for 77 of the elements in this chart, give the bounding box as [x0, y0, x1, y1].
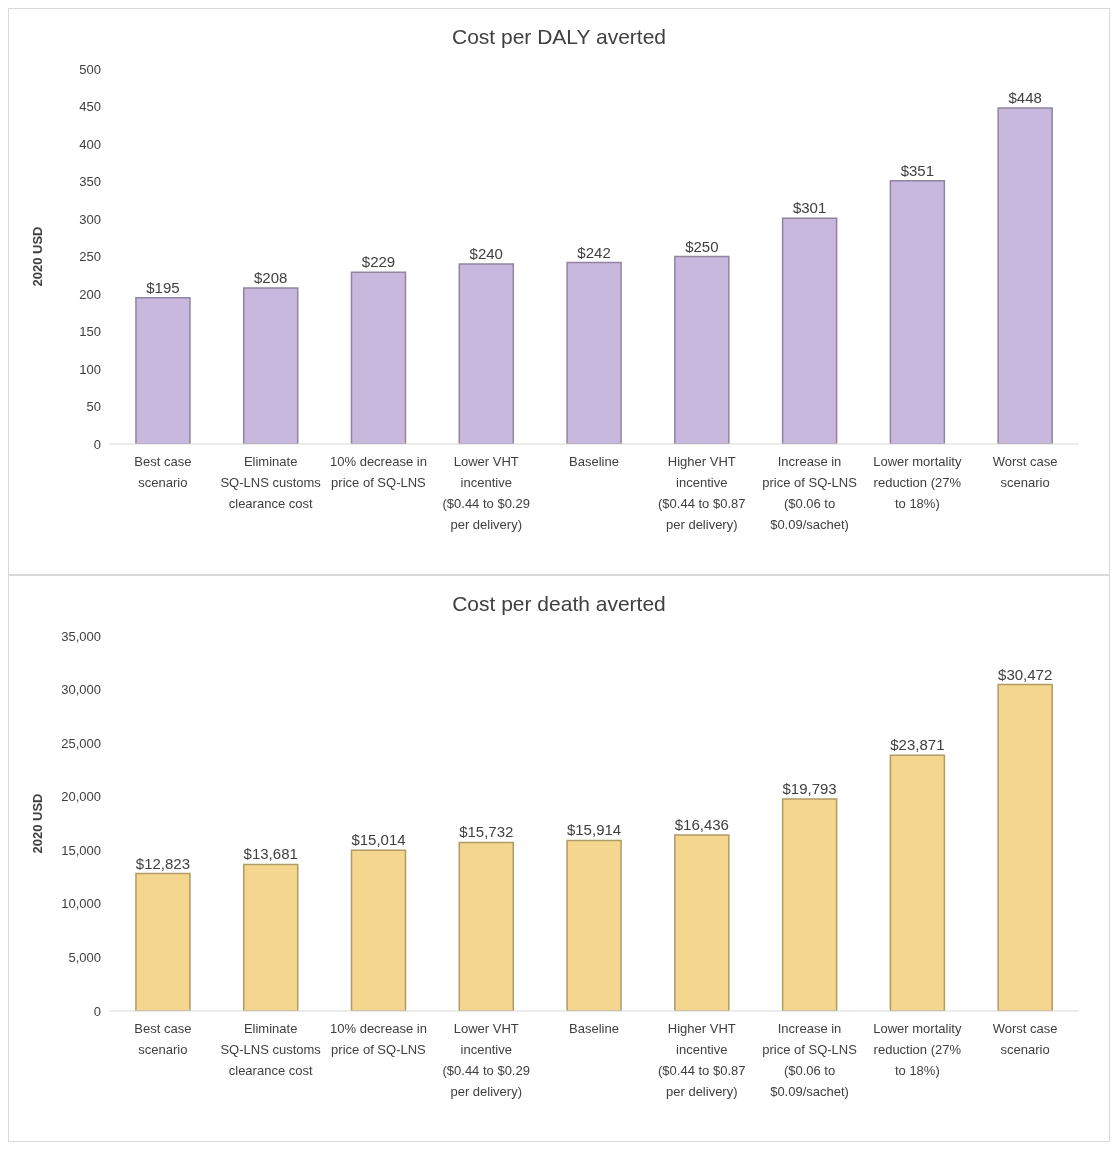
data-label: $250 [685, 237, 719, 255]
data-label: $13,681 [243, 845, 298, 863]
data-label: $240 [469, 245, 503, 262]
bar [566, 839, 622, 1011]
y-tick-label: 0 [93, 1003, 101, 1019]
bar [997, 683, 1053, 1011]
chart-title: Cost per DALY averted [451, 24, 667, 49]
y-tick-label: 25,000 [61, 735, 101, 751]
data-label: $15,732 [459, 823, 514, 841]
bar [350, 849, 407, 1011]
x-tick-label: Baseline [569, 454, 619, 469]
bar [889, 180, 946, 444]
bar [674, 255, 730, 444]
y-axis-title: 2020 USD [29, 793, 45, 854]
data-label: $351 [900, 161, 935, 179]
data-label: $242 [577, 243, 611, 261]
bar [458, 263, 515, 444]
x-tick-label: Eliminate SQ-LNS customs clearance cost [220, 454, 322, 511]
data-label: $448 [1008, 89, 1042, 106]
y-tick-label: 50 [86, 399, 101, 415]
x-tick-label: Worst case scenario [992, 454, 1058, 490]
y-tick-label: 500 [79, 61, 101, 77]
y-tick-label: 5,000 [68, 950, 101, 966]
y-tick-label: 0 [93, 436, 101, 452]
bar [566, 261, 622, 444]
y-tick-label: 15,000 [61, 842, 101, 858]
chart-title: Cost per death averted [451, 591, 667, 616]
data-label: $301 [792, 199, 827, 217]
bar [242, 287, 299, 444]
bar [458, 841, 515, 1011]
x-tick-label: 10% decrease in price of SQ-LNS [330, 1021, 427, 1057]
y-tick-label: 30,000 [61, 682, 101, 698]
bar [781, 798, 838, 1011]
data-label: $16,436 [674, 815, 729, 833]
x-tick-label: Increase in price of SQ-LNS ($0.06 to $0.09/sachet) [762, 1021, 858, 1099]
bar [135, 297, 191, 444]
y-tick-label: 200 [79, 286, 101, 302]
x-tick-label: 10% decrease in price of SQ-LNS [330, 454, 427, 490]
x-tick-label: Increase in price of SQ-LNS ($0.06 to $0.09/sachet) [762, 454, 858, 532]
y-axis-title: 2020 USD [29, 226, 45, 287]
y-tick-label: 350 [79, 174, 101, 190]
x-tick-label: Higher VHT incentive ($0.44 to $0.87 per delivery) [658, 454, 746, 532]
data-label: $208 [254, 269, 288, 286]
y-tick-label: 35,000 [61, 628, 101, 644]
y-tick-label: 150 [79, 324, 101, 340]
x-tick-label: Worst case scenario [992, 1021, 1058, 1057]
data-label: $23,871 [890, 736, 945, 754]
y-tick-label: 20,000 [61, 789, 101, 805]
y-tick-label: 10,000 [61, 896, 101, 912]
y-tick-label: 300 [79, 211, 101, 227]
bar [889, 754, 946, 1011]
x-tick-label: Baseline [569, 1021, 619, 1036]
x-tick-label: Lower mortality reduction (27% to 18%) [873, 454, 962, 511]
bar [781, 217, 838, 444]
x-tick-label: Best case scenario [134, 1021, 192, 1057]
y-tick-label: 100 [79, 361, 101, 377]
x-tick-label: Lower VHT incentive ($0.44 to $0.29 per delivery) [442, 1021, 530, 1099]
data-label: $30,472 [998, 665, 1053, 683]
x-tick-label: Best case scenario [134, 454, 192, 490]
data-label: $15,914 [566, 821, 622, 839]
data-label: $15,014 [351, 831, 406, 849]
bar [674, 834, 730, 1011]
y-tick-label: 400 [79, 136, 101, 152]
x-tick-label: Lower VHT incentive ($0.44 to $0.29 per delivery) [442, 454, 530, 532]
data-label: $12,823 [135, 854, 191, 872]
data-label: $229 [361, 253, 396, 271]
bar [997, 107, 1053, 444]
y-tick-label: 250 [79, 249, 101, 265]
bar [350, 271, 407, 444]
y-tick-label: 450 [79, 99, 101, 115]
bar [242, 863, 299, 1011]
data-label: $19,793 [782, 779, 837, 797]
x-tick-label: Eliminate SQ-LNS customs clearance cost [220, 1021, 322, 1078]
data-label: $195 [146, 278, 180, 296]
x-tick-label: Lower mortality reduction (27% to 18%) [873, 1021, 962, 1078]
x-tick-label: Higher VHT incentive ($0.44 to $0.87 per delivery) [658, 1021, 746, 1099]
bar [135, 872, 191, 1011]
